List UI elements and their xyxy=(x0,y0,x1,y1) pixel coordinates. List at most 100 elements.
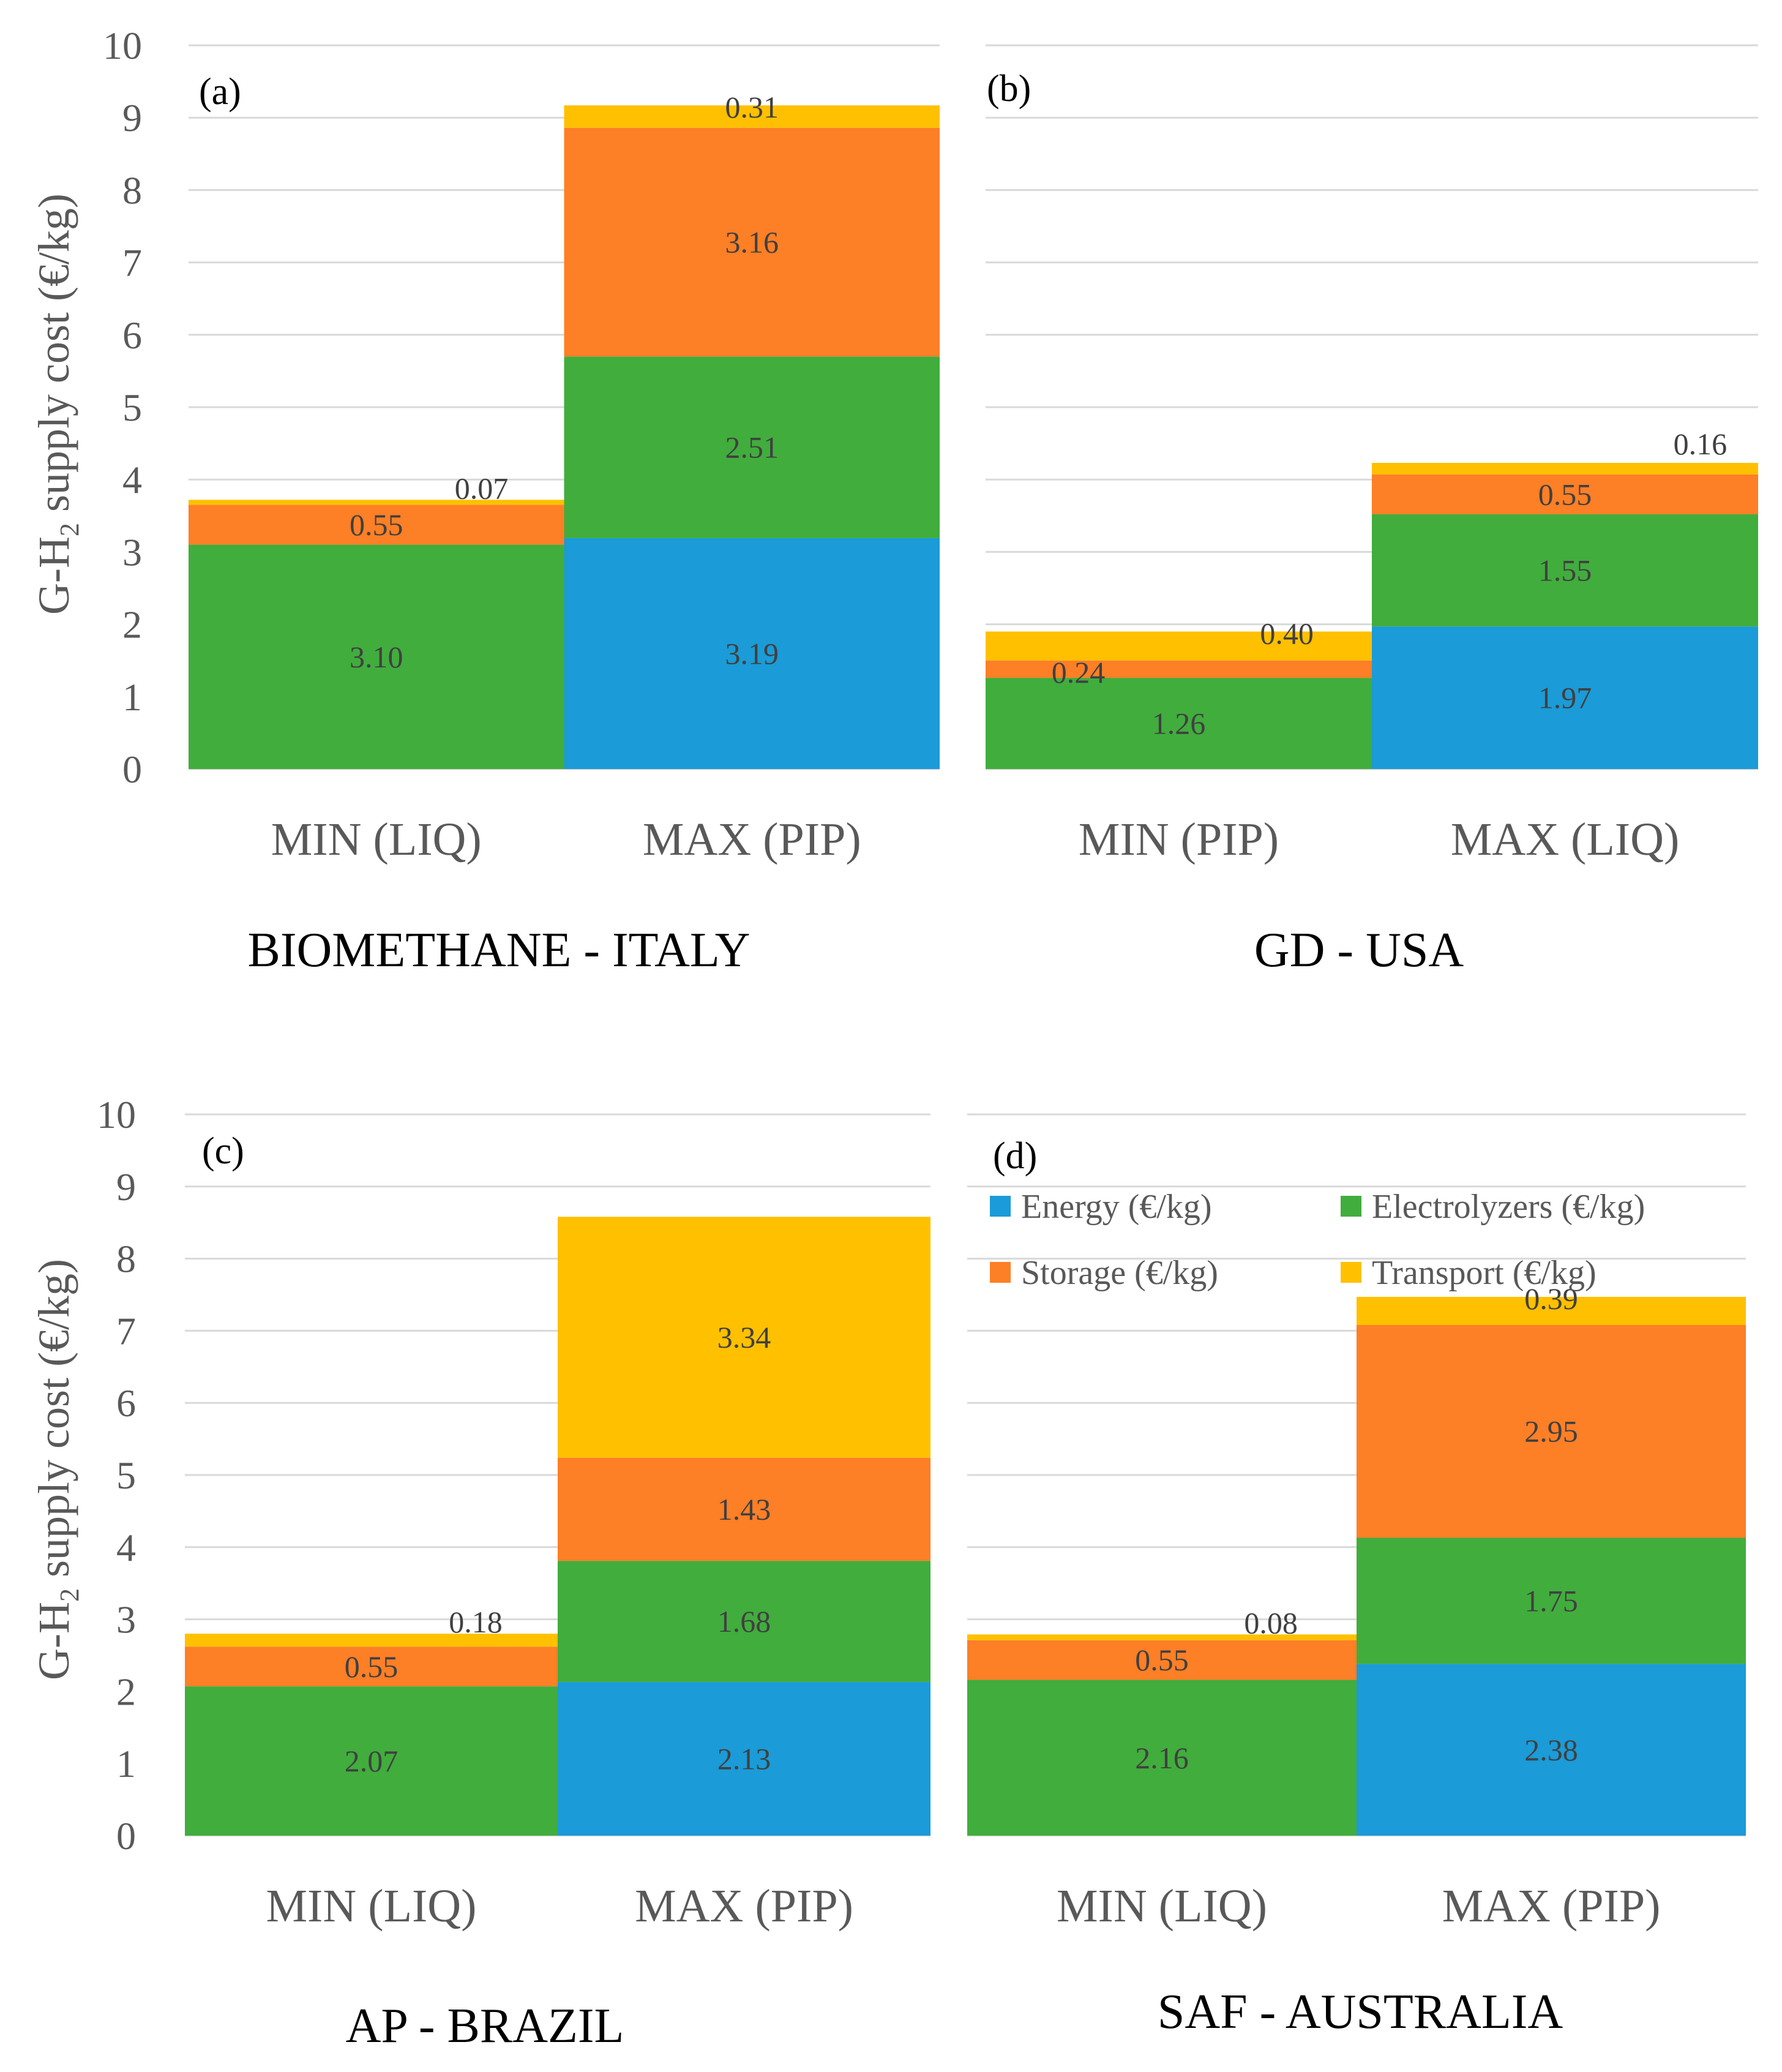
y-tick-label: 2 xyxy=(116,1670,136,1713)
y-tick-label: 6 xyxy=(116,1381,136,1425)
data-label: 3.19 xyxy=(725,636,779,670)
legend-swatch-storage xyxy=(990,1262,1011,1283)
bar-segment-electrolyzers xyxy=(564,356,940,538)
panel-label-b: (b) xyxy=(987,68,1031,110)
y-tick-label: 9 xyxy=(116,1165,136,1209)
x-category-label: MIN (PIP) xyxy=(1079,814,1279,865)
legend-label-storage: Storage (€/kg) xyxy=(1021,1254,1218,1292)
bar-segment-electrolyzers xyxy=(986,678,1372,769)
bar-segment-energy xyxy=(558,1682,930,1836)
data-label: 0.39 xyxy=(1524,1282,1578,1316)
x-category-label: MAX (PIP) xyxy=(643,814,861,865)
bar-segment-energy xyxy=(1357,1664,1746,1836)
y-tick-label: 4 xyxy=(116,1526,136,1569)
bar-segment-storage xyxy=(1372,474,1758,514)
data-label: 0.31 xyxy=(725,90,779,124)
y-tick-label: 9 xyxy=(122,96,142,140)
bar-segment-electrolyzers xyxy=(189,544,564,769)
y-tick-label: 1 xyxy=(122,675,142,719)
bar-segment-transport xyxy=(1372,463,1758,475)
panel-title-d: SAF - AUSTRALIA xyxy=(1158,1985,1563,2039)
legend-label-energy: Energy (€/kg) xyxy=(1021,1188,1212,1226)
bar-segment-transport xyxy=(1357,1297,1746,1325)
data-label: 1.55 xyxy=(1538,554,1592,588)
bar-segment-electrolyzers xyxy=(1372,514,1758,627)
y-tick-label: 5 xyxy=(116,1454,136,1497)
y-tick-label: 3 xyxy=(122,530,142,574)
data-label: 0.08 xyxy=(1244,1605,1298,1640)
bar-segment-energy xyxy=(564,538,940,769)
x-category-label: MAX (PIP) xyxy=(635,1880,853,1932)
data-label: 0.55 xyxy=(350,508,403,542)
data-label: 1.68 xyxy=(717,1604,771,1638)
y-tick-label: 0 xyxy=(122,748,142,791)
y-tick-label: 2 xyxy=(122,603,142,647)
y-tick-label: 8 xyxy=(122,168,142,212)
legend-label-electrolyzers: Electrolyzers (€/kg) xyxy=(1372,1188,1645,1226)
data-label: 2.38 xyxy=(1524,1733,1578,1767)
legend-swatch-transport xyxy=(1341,1262,1361,1283)
data-label: 2.16 xyxy=(1135,1741,1189,1775)
x-category-label: MIN (LIQ) xyxy=(1057,1880,1267,1932)
data-label: 0.16 xyxy=(1674,427,1728,461)
data-label: 3.34 xyxy=(717,1320,771,1354)
data-label: 0.18 xyxy=(449,1605,503,1639)
y-axis-title-top: G-H2 supply cost (€/kg) xyxy=(29,193,84,615)
legend: Energy (€/kg) Electrolyzers (€/kg) Stora… xyxy=(990,1188,1645,1292)
panel-title-a: BIOMETHANE - ITALY xyxy=(248,923,751,977)
data-label: 1.26 xyxy=(1152,707,1206,741)
bar-segment-transport xyxy=(986,631,1372,661)
x-category-label: MIN (LIQ) xyxy=(266,1880,476,1932)
legend-label-transport: Transport (€/kg) xyxy=(1372,1254,1597,1292)
data-label: 2.13 xyxy=(717,1742,771,1776)
data-label: 1.75 xyxy=(1524,1584,1578,1618)
bar-segment-storage xyxy=(986,660,1372,678)
bar-segment-storage xyxy=(185,1646,558,1687)
bar-segment-electrolyzers xyxy=(967,1680,1357,1836)
bar-segment-energy xyxy=(1372,626,1758,769)
bar-segment-transport xyxy=(189,500,564,505)
x-category-label: MIN (LIQ) xyxy=(271,814,482,865)
bar-segment-electrolyzers xyxy=(1357,1537,1746,1664)
y-tick-label: 3 xyxy=(116,1598,136,1642)
bar-segment-storage xyxy=(967,1640,1357,1680)
data-label: 0.24 xyxy=(1052,655,1106,689)
data-label: 3.16 xyxy=(725,225,779,260)
bar-segment-storage xyxy=(558,1457,930,1561)
bar-segment-storage xyxy=(564,127,940,357)
chart-panel-c: 0 1 2 3 4 5 6 7 8 9 10 2.07 0.55 0.18 MIN (LIQ) 2.13 1.6… xyxy=(97,1093,930,2053)
panel-label-c: (c) xyxy=(202,1130,244,1172)
x-category-label: MAX (LIQ) xyxy=(1451,814,1680,865)
bar-segment-electrolyzers xyxy=(558,1561,930,1683)
y-tick-label: 6 xyxy=(122,313,142,357)
panel-title-b: GD - USA xyxy=(1254,923,1464,977)
y-tick-label: 5 xyxy=(122,386,142,429)
data-label: 1.97 xyxy=(1538,681,1592,715)
data-label: 0.40 xyxy=(1260,616,1314,650)
y-tick-label: 10 xyxy=(103,24,142,67)
y-axis-title-bottom: G-H2 supply cost (€/kg) xyxy=(29,1259,84,1680)
y-tick-label: 8 xyxy=(116,1237,136,1281)
data-label: 2.07 xyxy=(345,1744,399,1778)
bar-segment-electrolyzers xyxy=(185,1686,558,1836)
y-tick-label: 1 xyxy=(116,1742,136,1785)
data-label: 0.55 xyxy=(1538,477,1592,511)
y-tick-label: 4 xyxy=(122,458,142,501)
bar-segment-storage xyxy=(1357,1324,1746,1538)
data-label: 2.95 xyxy=(1524,1414,1578,1449)
data-label: 0.55 xyxy=(345,1650,399,1684)
chart-panel-a: 0 1 2 3 4 5 6 7 8 9 10 3.10 0.55 0.07 MIN (LIQ) 3.19 2.5… xyxy=(103,24,940,977)
panel-label-d: (d) xyxy=(993,1135,1037,1177)
panel-label-a: (a) xyxy=(199,71,241,113)
bar-segment-transport xyxy=(967,1634,1357,1640)
chart-panel-b: 1.26 0.24 0.40 MIN (PIP) 1.97 1.55 0.55 0.16 MAX… xyxy=(986,44,1758,977)
y-tick-label: 10 xyxy=(97,1093,136,1136)
bar-segment-transport xyxy=(558,1217,930,1458)
legend-swatch-electrolyzers xyxy=(1341,1196,1361,1217)
panel-title-c: AP - BRAZIL xyxy=(346,1999,624,2053)
data-label: 2.51 xyxy=(725,430,779,465)
data-label: 3.10 xyxy=(350,640,403,674)
data-label: 1.43 xyxy=(717,1492,771,1526)
x-category-label: MAX (PIP) xyxy=(1442,1880,1661,1932)
chart-panel-d: 2.16 0.55 0.08 MIN (LIQ) 2.38 1.75 2.95 0.39 MAX… xyxy=(967,1113,1746,2039)
